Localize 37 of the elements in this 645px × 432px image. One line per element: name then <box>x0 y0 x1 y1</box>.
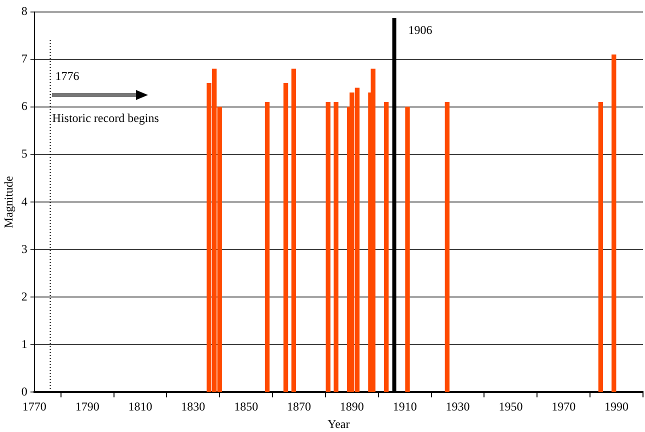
bar <box>370 68 376 392</box>
ref-line-label: 1906 <box>408 23 432 37</box>
y-tick-label: 0 <box>21 384 28 398</box>
x-tick-label: 1770 <box>22 400 46 414</box>
x-tick-label: 1830 <box>181 400 206 414</box>
bar <box>612 54 616 392</box>
bar <box>598 102 603 392</box>
bar <box>291 68 296 392</box>
bar <box>405 106 410 392</box>
annotation: Historic record begins <box>52 111 160 125</box>
bar <box>283 82 288 392</box>
y-tick-label: 2 <box>21 289 28 304</box>
bar <box>384 102 389 392</box>
bar <box>264 102 270 392</box>
y-tick-label: 1 <box>21 336 28 351</box>
x-tick-label: 1890 <box>340 400 364 414</box>
x-tick-label: 1950 <box>498 400 523 414</box>
x-tick-label: 1990 <box>604 400 629 414</box>
y-tick-label: 4 <box>21 194 28 208</box>
bar <box>326 102 330 392</box>
y-tick-label: 3 <box>21 242 28 256</box>
bar <box>334 102 338 392</box>
x-axis-title: Year <box>328 416 350 431</box>
ref-line-label: 1776 <box>55 69 80 83</box>
x-tick-label: 1790 <box>75 400 100 414</box>
y-tick-label: 8 <box>21 4 28 18</box>
x-tick-label: 1850 <box>234 400 258 414</box>
y-tick-label: 5 <box>21 146 28 161</box>
y-tick-label: 6 <box>21 99 28 114</box>
bar <box>444 102 450 392</box>
x-tick-label: 1870 <box>287 400 312 414</box>
x-tick-label: 1970 <box>552 400 576 414</box>
x-tick-label: 1910 <box>392 400 417 414</box>
x-tick-label: 1930 <box>446 400 470 414</box>
y-tick-label: 7 <box>21 52 28 66</box>
y-axis-title: Magnitude <box>1 176 16 228</box>
x-tick-label: 1810 <box>128 400 152 414</box>
